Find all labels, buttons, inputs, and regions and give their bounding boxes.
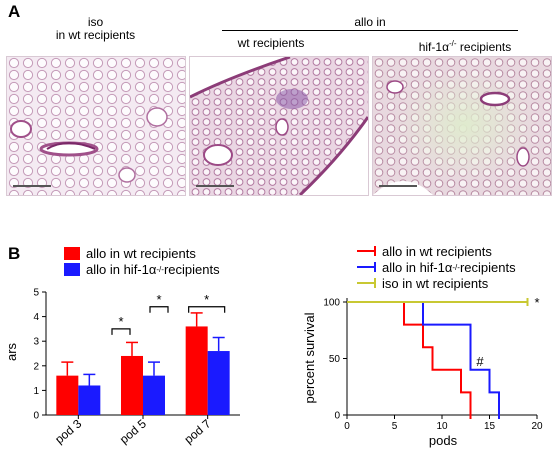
iso-header: iso in wt recipients bbox=[8, 16, 183, 42]
bar-x-tick-label: pod 7 bbox=[182, 416, 214, 446]
bar-y-tick-label: 4 bbox=[33, 312, 39, 323]
legend-line-red bbox=[357, 246, 376, 256]
bar-legend: allo in wt recipients allo in hif-1α -/- … bbox=[64, 245, 220, 277]
panel-b-letter: B bbox=[8, 244, 21, 263]
legend-line-olive bbox=[357, 278, 376, 288]
allo-hif-header-suffix: recipients bbox=[456, 40, 512, 54]
survival-legend-item-allo-hif: allo in hif-1α -/- recipients bbox=[356, 259, 516, 275]
bar-y-tick-label: 0 bbox=[33, 411, 39, 422]
significance-bracket-label: * bbox=[118, 314, 123, 329]
survival-line bbox=[347, 301, 500, 415]
survival-legend-label: allo in wt recipients bbox=[382, 243, 492, 259]
micrograph-allo-hif bbox=[372, 56, 552, 196]
significance-bracket bbox=[149, 306, 169, 313]
significance-bracket bbox=[111, 328, 131, 335]
survival-legend-label: iso in wt recipients bbox=[382, 275, 489, 291]
bar-chart-ylabel: ars bbox=[4, 342, 19, 361]
bar-y-tick-label: 2 bbox=[33, 361, 39, 372]
allo-hif-header-prefix: hif-1α bbox=[418, 40, 449, 54]
bar-legend-label: allo in wt recipients bbox=[86, 245, 196, 261]
survival-chart-xlabel: pods bbox=[429, 433, 458, 448]
bar-y-tick-label: 3 bbox=[33, 337, 39, 348]
bar bbox=[78, 385, 101, 415]
bar-legend-item-allo-wt: allo in wt recipients bbox=[64, 245, 220, 261]
allo-hif-header-sup: -/- bbox=[449, 39, 457, 48]
survival-chart-axes: 0 50 100 0 5 10 15 20 bbox=[323, 298, 543, 433]
iso-header-line1: iso bbox=[87, 15, 104, 29]
bar bbox=[143, 375, 165, 415]
bar bbox=[121, 355, 143, 415]
survival-legend-item-allo-wt: allo in wt recipients bbox=[356, 243, 516, 259]
survival-x-tick-label: 20 bbox=[531, 421, 543, 432]
bar-y-tick-label: 1 bbox=[33, 386, 39, 397]
survival-y-tick-label: 50 bbox=[329, 354, 341, 365]
allo-header-rule bbox=[222, 30, 518, 31]
significance-bracket-label: * bbox=[156, 292, 161, 307]
micrograph-allo-wt bbox=[189, 56, 369, 196]
allo-header: allo in bbox=[354, 15, 386, 29]
survival-annotation: # bbox=[476, 354, 484, 369]
survival-y-tick-label: 0 bbox=[334, 411, 340, 422]
significance-bracket bbox=[188, 306, 226, 313]
bar-legend-label-sup: -/- bbox=[156, 264, 164, 274]
significance-bracket-label: * bbox=[204, 292, 209, 307]
survival-line bbox=[347, 301, 472, 415]
allo-wt-header: wt recipients bbox=[237, 36, 305, 50]
survival-chart-marks: #* bbox=[347, 295, 540, 419]
micrograph-iso-wt bbox=[6, 56, 186, 196]
bar bbox=[56, 375, 79, 415]
survival-legend: allo in wt recipients allo in hif-1α -/- … bbox=[356, 243, 516, 291]
bar-x-tick-label: pod 5 bbox=[117, 416, 149, 446]
bar bbox=[185, 326, 208, 415]
legend-line-blue bbox=[357, 262, 376, 272]
survival-x-tick-label: 0 bbox=[344, 421, 350, 432]
survival-chart-ylabel: percent survival bbox=[302, 312, 317, 403]
bar-legend-label-suffix: recipients bbox=[163, 261, 220, 277]
survival-x-tick-label: 10 bbox=[436, 421, 448, 432]
bar-chart-marks: * * * bbox=[56, 292, 230, 415]
panel-a-letter: A bbox=[8, 2, 21, 21]
allo-hif-header: hif-1α-/- recipients bbox=[380, 37, 550, 54]
survival-legend-label-suffix: recipients bbox=[459, 259, 516, 275]
bar-chart: 0 1 2 3 4 5 pod 3 pod 5 pod 7 * * * ars bbox=[4, 288, 240, 447]
survival-legend-item-iso-wt: iso in wt recipients bbox=[356, 275, 516, 291]
survival-x-tick-label: 15 bbox=[484, 421, 496, 432]
survival-legend-label-sup: -/- bbox=[452, 262, 460, 272]
bar-x-tick-label: pod 3 bbox=[52, 416, 84, 446]
bar-y-tick-label: 5 bbox=[33, 288, 39, 299]
legend-swatch-red bbox=[64, 246, 80, 260]
bar-legend-label: allo in hif-1α bbox=[86, 261, 157, 277]
iso-header-line2: in wt recipients bbox=[55, 28, 136, 42]
survival-y-tick-label: 100 bbox=[323, 298, 340, 309]
survival-legend-label: allo in hif-1α bbox=[382, 259, 453, 275]
survival-x-tick-label: 5 bbox=[392, 421, 398, 432]
bar bbox=[207, 351, 230, 415]
bar-legend-item-allo-hif: allo in hif-1α -/- recipients bbox=[64, 261, 220, 277]
legend-swatch-blue bbox=[64, 262, 80, 276]
survival-annotation: * bbox=[534, 295, 539, 310]
